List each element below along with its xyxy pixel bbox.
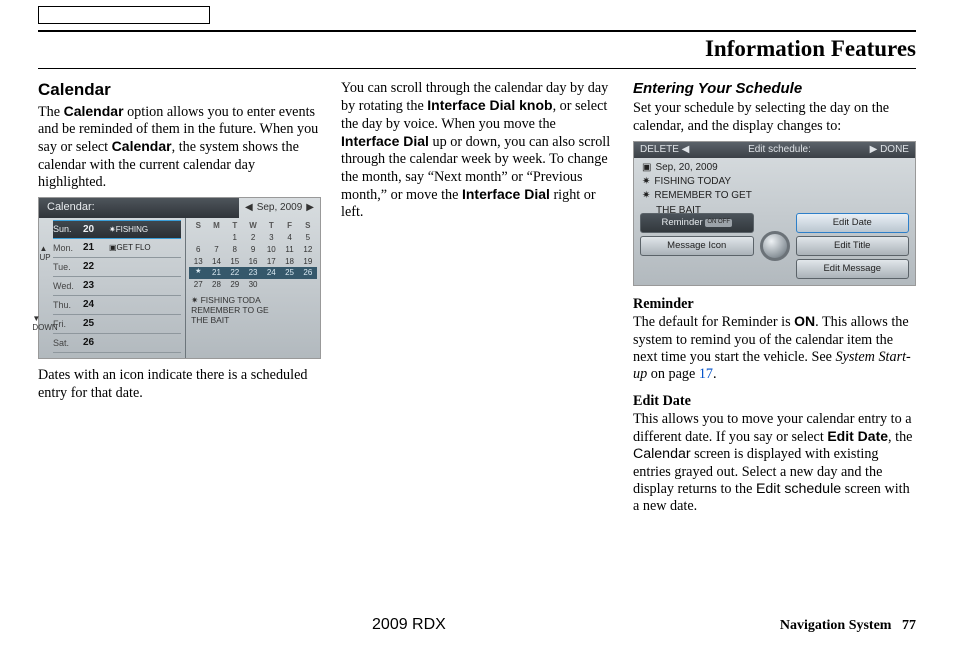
edit-schedule-screenshot: DELETE ◀ Edit schedule: ▶ DONE ▣Sep, 20,… [633, 141, 916, 286]
on-off-icon: ON OFF [705, 219, 732, 226]
text: on page [647, 366, 699, 382]
info-title: ✷FISHING TODAY [642, 176, 907, 188]
header-rule [38, 30, 916, 32]
edit-bar: DELETE ◀ Edit schedule: ▶ DONE [634, 142, 915, 158]
interface-dial-icon [757, 213, 793, 279]
column-2: You can scroll through the calendar day … [341, 80, 613, 585]
column-1: Calendar The Calendar option allows you … [38, 80, 321, 585]
bold-calendar: Calendar [64, 103, 124, 119]
schedule-info: ▣Sep, 20, 2009 ✷FISHING TODAY ✷REMEMBER … [634, 158, 915, 221]
info-msg1: ✷REMEMBER TO GET [642, 190, 907, 202]
mono-edit-schedule: Edit schedule [756, 481, 841, 497]
message-icon-button[interactable]: Message Icon [640, 236, 754, 256]
calendar-para-1: The Calendar option allows you to enter … [38, 103, 321, 192]
updown-arrows[interactable]: ▲UP▼DOWN [39, 218, 51, 358]
month-selector: ◀ Sep, 2009 ▶ [239, 198, 320, 218]
vehicle-model: 2009 RDX [372, 616, 446, 634]
edit-schedule-title: Edit schedule: [748, 144, 811, 156]
mono-calendar: Calendar [633, 446, 691, 462]
bold-dial: Interface Dial [462, 186, 550, 202]
bold-dial-knob: Interface Dial knob [427, 97, 552, 113]
calendar-heading: Calendar [38, 80, 321, 101]
bold-calendar: Calendar [112, 138, 172, 154]
done-button[interactable]: ▶ DONE [870, 144, 909, 156]
page-title: Information Features [705, 36, 916, 62]
reminder-heading: Reminder [633, 296, 916, 313]
note-line: REMEMBER TO GE [191, 305, 315, 315]
bold-dial: Interface Dial [341, 133, 429, 149]
info-date: ▣Sep, 20, 2009 [642, 162, 907, 174]
day-row-thu[interactable]: Thu.24 [53, 296, 181, 315]
prev-month-icon[interactable]: ◀ [245, 202, 253, 214]
delete-button[interactable]: DELETE ◀ [640, 144, 689, 156]
column-3: Entering Your Schedule Set your schedule… [633, 80, 916, 585]
note-line: ✷ FISHING TODA [191, 295, 315, 305]
day-row-wed[interactable]: Wed.23 [53, 277, 181, 296]
edit-date-button[interactable]: Edit Date [796, 213, 910, 233]
search-box[interactable] [38, 6, 210, 24]
page-link-17[interactable]: 17 [699, 366, 713, 382]
month-text: Sep, 2009 [257, 202, 303, 214]
calendar-square-icon: ▣ [642, 162, 651, 174]
text: . [713, 366, 717, 382]
star-icon: ✷ [642, 190, 650, 202]
reminder-button[interactable]: Reminder ON OFF [640, 213, 754, 233]
day-row-mon[interactable]: Mon.21▣GET FLO [53, 239, 181, 258]
week-2: 6789101112 [189, 244, 317, 256]
note-line: THE BAIT [191, 315, 315, 325]
day-row-sat[interactable]: Sat.26 [53, 334, 181, 353]
edit-buttons: Reminder ON OFF Edit Date Message Icon E… [640, 213, 909, 279]
day-row-tue[interactable]: Tue.22 [53, 258, 181, 277]
entering-schedule-heading: Entering Your Schedule [633, 80, 916, 98]
event-note: ✷ FISHING TODA REMEMBER TO GE THE BAIT [189, 294, 317, 327]
calendar-screenshot: Calendar: ◀ Sep, 2009 ▶ ▲UP▼DOWN Sun.20✷… [38, 197, 321, 359]
bold-edit-date: Edit Date [827, 428, 888, 444]
text: The default for Reminder is [633, 314, 794, 330]
schedule-intro: Set your schedule by selecting the day o… [633, 100, 916, 135]
week-3: 13141516171819 [189, 256, 317, 268]
next-month-icon[interactable]: ▶ [306, 202, 314, 214]
header-rule-2 [38, 68, 916, 69]
calendar-para-2: Dates with an icon indicate there is a s… [38, 367, 321, 402]
content-columns: Calendar The Calendar option allows you … [38, 80, 916, 585]
page-number: Navigation System 77 [780, 618, 916, 634]
day-row-fri[interactable]: Fri.25 [53, 315, 181, 334]
week-5: 27282930 [189, 279, 317, 291]
reminder-para: The default for Reminder is ON. This all… [633, 313, 916, 383]
day-list: ▲UP▼DOWN Sun.20✷FISHING Mon.21▣GET FLO T… [39, 218, 185, 358]
weekday-header: SMTWTFS [189, 220, 317, 232]
cal-top-bar: Calendar: ◀ Sep, 2009 ▶ [39, 198, 320, 218]
text: , the [888, 429, 912, 445]
edit-date-heading: Edit Date [633, 393, 916, 410]
day-row-sun[interactable]: Sun.20✷FISHING [53, 220, 181, 239]
edit-title-button[interactable]: Edit Title [796, 236, 910, 256]
week-1: 12345 [189, 232, 317, 244]
mini-calendar: SMTWTFS 12345 6789101112 13141516171819 … [185, 218, 320, 358]
star-icon: ✷ [642, 176, 650, 188]
calendar-label: Calendar: [39, 198, 239, 218]
text: The [38, 104, 64, 120]
cal-body: ▲UP▼DOWN Sun.20✷FISHING Mon.21▣GET FLO T… [39, 218, 320, 358]
week-4-selected: ★212223242526 [189, 267, 317, 279]
edit-message-button[interactable]: Edit Message [796, 259, 910, 279]
footer: 2009 RDX Navigation System 77 [38, 616, 916, 634]
bold-on: ON [794, 313, 815, 329]
edit-date-para: This allows you to move your calendar en… [633, 411, 916, 516]
scroll-para: You can scroll through the calendar day … [341, 80, 613, 222]
